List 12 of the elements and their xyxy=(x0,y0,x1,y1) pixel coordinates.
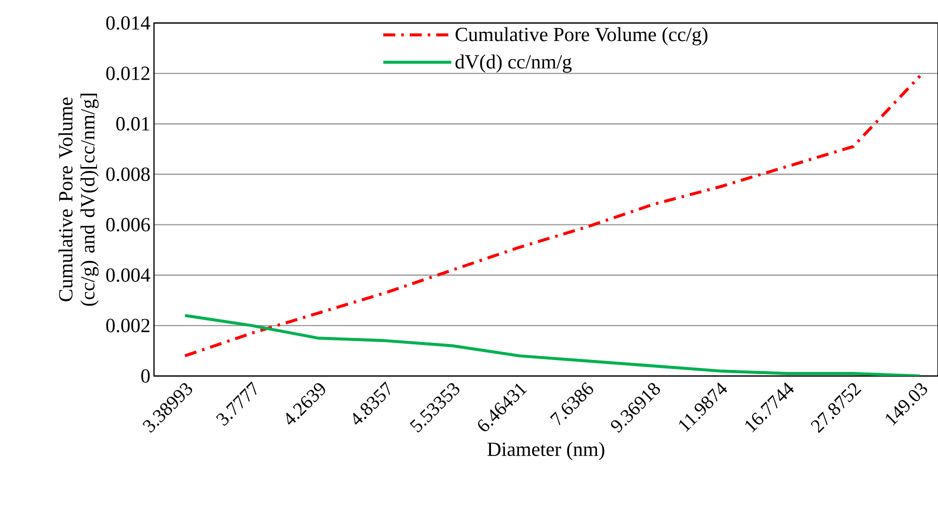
x-axis-title: Diameter (nm) xyxy=(487,442,604,460)
y-tick-label: 0.002 xyxy=(106,318,150,332)
y-tick-label: 0 xyxy=(141,369,150,383)
y-tick-label: 0.008 xyxy=(106,167,150,182)
y-tick-label: 0.012 xyxy=(106,66,150,80)
y-tick-label: 0.004 xyxy=(106,268,150,282)
y-tick-label: 0.01 xyxy=(116,117,150,131)
y-axis-title: Cumulative Pore Volume (cc/g) and dV(d)[cc/nm/g] xyxy=(58,94,99,306)
legend-label: dV(d) cc/nm/g xyxy=(456,54,572,73)
legend-label: Cumulative Pore Volume (cc/g) xyxy=(456,27,708,46)
y-tick-label: 0.014 xyxy=(106,16,150,30)
y-tick-label: 0.006 xyxy=(106,218,150,232)
